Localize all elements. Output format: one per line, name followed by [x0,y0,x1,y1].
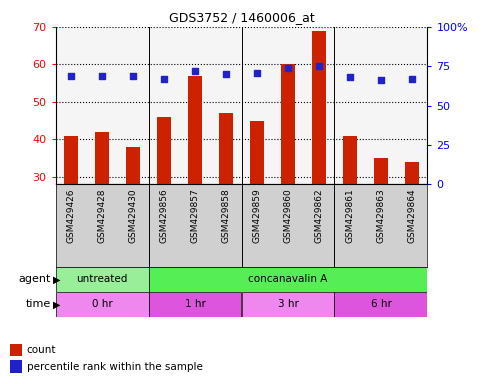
Bar [56,267,149,292]
Bar [242,292,334,317]
Point [408,76,416,82]
Text: GSM429426: GSM429426 [67,189,75,243]
Text: 1 hr: 1 hr [185,299,205,310]
Bar [219,113,233,184]
Text: GSM429856: GSM429856 [159,189,169,243]
Bar [149,292,242,317]
Bar [405,162,419,184]
Bar [250,121,264,184]
Text: 3 hr: 3 hr [278,299,298,310]
Text: GSM429862: GSM429862 [314,189,324,243]
Point [222,71,230,77]
Text: time: time [26,299,51,310]
Bar [10,360,22,373]
Point [346,74,354,80]
Text: count: count [27,345,56,355]
Bar [126,147,140,184]
Point [67,73,75,79]
Bar [95,132,109,184]
Text: GSM429430: GSM429430 [128,189,138,243]
Bar [334,292,427,317]
Text: 0 hr: 0 hr [92,299,113,310]
Bar [374,158,388,184]
Point [160,76,168,82]
Text: ▶: ▶ [53,299,61,310]
Text: concanavalin A: concanavalin A [248,274,327,285]
Point [284,65,292,71]
Text: GSM429860: GSM429860 [284,189,293,243]
Text: GSM429864: GSM429864 [408,189,416,243]
Point [253,70,261,76]
Point [315,63,323,70]
Text: ▶: ▶ [53,274,61,285]
Point [98,73,106,79]
Text: 6 hr: 6 hr [370,299,391,310]
Point [129,73,137,79]
Bar [281,65,295,184]
Text: GSM429858: GSM429858 [222,189,230,243]
Text: GSM429859: GSM429859 [253,189,261,243]
Text: GSM429863: GSM429863 [376,189,385,243]
Bar [10,344,22,356]
Point [377,77,385,83]
Bar [64,136,78,184]
Bar [343,136,357,184]
Text: untreated: untreated [76,274,128,285]
Bar [149,267,427,292]
Text: GSM429428: GSM429428 [98,189,107,243]
Bar [188,76,202,184]
Bar [312,31,326,184]
Text: agent: agent [18,274,51,285]
Text: GSM429857: GSM429857 [190,189,199,243]
Text: percentile rank within the sample: percentile rank within the sample [27,362,202,372]
Bar [157,117,171,184]
Bar [56,292,149,317]
Text: GSM429861: GSM429861 [345,189,355,243]
Point [191,68,199,74]
Title: GDS3752 / 1460006_at: GDS3752 / 1460006_at [169,11,314,24]
